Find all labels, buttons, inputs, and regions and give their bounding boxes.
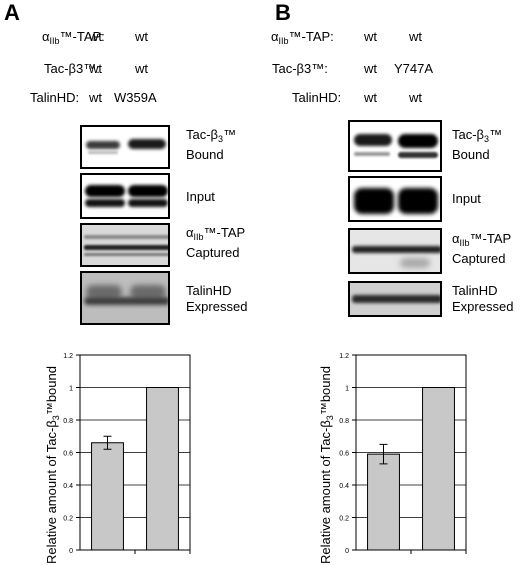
- cond-a-r2-l2: wt: [135, 61, 148, 76]
- chart-a-ytick-label: 0.6: [63, 451, 73, 458]
- chart-b-ytick-label: 0.4: [339, 483, 349, 490]
- chart-b: 0 0.2 0.4 0.6 0.8 1 1.2: [339, 353, 467, 555]
- row-label-tac-b3: Tac-β3™:: [44, 61, 100, 76]
- blot-b-bound-label: Tac-β3™ Bound: [452, 127, 503, 162]
- blot-a-expressed-label: TalinHD Expressed: [186, 283, 248, 314]
- blot-a-captured: [80, 223, 170, 267]
- panel-a-letter: A: [4, 0, 20, 25]
- chart-a-bar: [146, 387, 179, 551]
- chart-b-ytick-label: 0: [345, 548, 349, 555]
- cond-a-r2-l1: wt: [89, 61, 102, 76]
- chart-b-ytick-label: 1.2: [339, 353, 349, 360]
- chart-b-ytick-label: 0.6: [339, 451, 349, 458]
- panel-b-letter: B: [275, 0, 291, 25]
- cond-b-r1-l2: wt: [409, 29, 422, 44]
- blot-a-input: [80, 173, 170, 219]
- chart-a-ytick-label: 0.8: [63, 418, 73, 425]
- cond-a-r1-l2: wt: [135, 29, 148, 44]
- chart-a: 0 0.2 0.4 0.6 0.8 1 1.2: [63, 353, 191, 555]
- chart-a-bar: [91, 442, 124, 551]
- cond-b-r1-l1: wt: [364, 29, 377, 44]
- row-label-talinhd-b: TalinHD:: [292, 90, 342, 105]
- blot-b-captured-label: αIIb™-TAP Captured: [452, 231, 512, 266]
- blot-a-captured-label: αIIb™-TAP Captured: [186, 225, 246, 260]
- blot-b-bound: [348, 120, 442, 172]
- row-label-alpha-tap-b: αIIb™-TAP:: [271, 29, 334, 46]
- blot-a-input-label: Input: [186, 189, 215, 204]
- chart-b-ytick-label: 1: [345, 386, 349, 393]
- blot-a-bound-label: Tac-β3™ Bound: [186, 127, 237, 162]
- blot-b-expressed: [348, 281, 442, 317]
- blot-b-input: [348, 176, 442, 222]
- blot-a-bound: [80, 125, 170, 169]
- blot-b-expressed-label: TalinHD Expressed: [452, 283, 514, 314]
- chart-a-ytick-label: 0: [69, 548, 73, 555]
- chart-b-bar: [422, 387, 455, 551]
- chart-a-ytick-label: 1: [69, 386, 73, 393]
- cond-a-r3-l1: wt: [89, 90, 102, 105]
- row-label-tac-b3-b: Tac-β3™:: [272, 61, 328, 76]
- cond-b-r3-l1: wt: [364, 90, 377, 105]
- cond-a-r1-l1: wt: [89, 29, 102, 44]
- chart-a-ylabel: Relative amount of Tac-β3™bound: [44, 366, 61, 564]
- cond-a-r3-l2: W359A: [114, 90, 157, 105]
- chart-b-ytick-label: 0.2: [339, 516, 349, 523]
- chart-b-ylabel: Relative amount of Tac-β3™bound: [318, 366, 335, 564]
- blot-a-expressed: [80, 271, 170, 325]
- chart-b-bar: [367, 453, 400, 551]
- cond-b-r2-l1: wt: [364, 61, 377, 76]
- chart-a-ytick-label: 0.4: [63, 483, 73, 490]
- blot-b-input-label: Input: [452, 191, 481, 206]
- cond-b-r3-l2: wt: [409, 90, 422, 105]
- row-label-talinhd: TalinHD:: [30, 90, 80, 105]
- chart-b-ytick-label: 0.8: [339, 418, 349, 425]
- blot-b-captured: [348, 228, 442, 274]
- row-label-alpha-tap: αIIb™-TAP:: [42, 29, 105, 46]
- chart-a-ytick-label: 1.2: [63, 353, 73, 360]
- cond-b-r2-l2: Y747A: [394, 61, 434, 76]
- chart-a-ytick-label: 0.2: [63, 516, 73, 523]
